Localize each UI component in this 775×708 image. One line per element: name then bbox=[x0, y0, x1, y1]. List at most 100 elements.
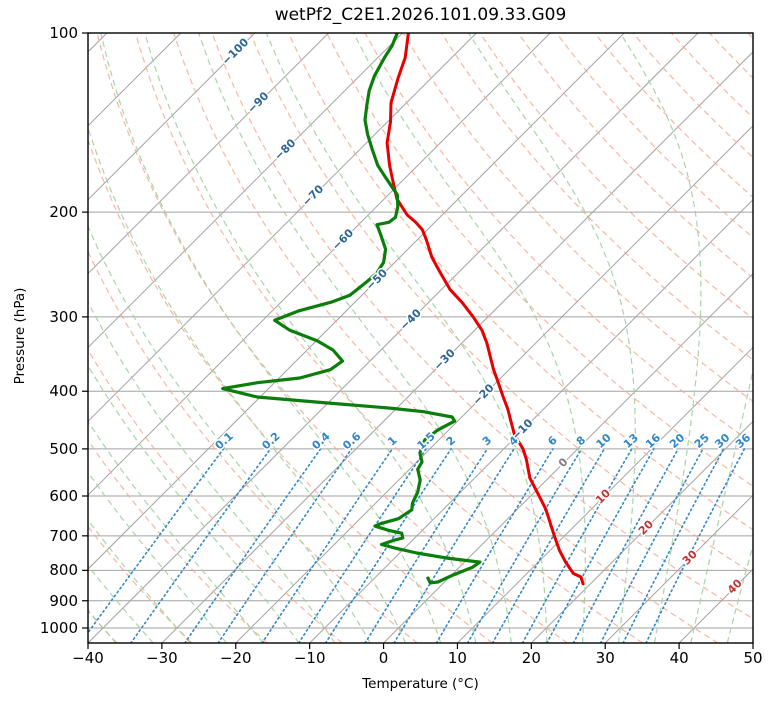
temperature-tick-label: 0 bbox=[378, 649, 389, 667]
sounding-profiles bbox=[221, 33, 585, 586]
moist-adiabat bbox=[88, 225, 371, 643]
moist-adiabat bbox=[690, 367, 753, 643]
moist-adiabat bbox=[352, 33, 586, 643]
dry-adiabat-lines bbox=[88, 33, 753, 643]
dry-adiabat bbox=[287, 33, 753, 531]
temperature-tick-label: −40 bbox=[72, 649, 104, 667]
mixing-ratio-line bbox=[599, 448, 704, 643]
mixing-ratio-line bbox=[364, 448, 489, 643]
temperature-line bbox=[385, 33, 585, 586]
dry-adiabat bbox=[555, 33, 753, 239]
moist-adiabat bbox=[198, 33, 512, 643]
moist-adiabat-lines bbox=[88, 33, 753, 643]
mixing-ratio-line bbox=[261, 448, 394, 643]
mixing-ratio-label: 30 bbox=[712, 431, 732, 451]
temperature-tick-label: 20 bbox=[521, 649, 541, 667]
temperature-tick-label: 50 bbox=[743, 649, 763, 667]
pressure-tick-label: 800 bbox=[49, 561, 78, 580]
dry-adiabat bbox=[96, 33, 568, 643]
moist-adiabat bbox=[88, 420, 264, 643]
axes-frame-and-ticks bbox=[82, 32, 754, 649]
mixing-ratio-label: 3 bbox=[480, 434, 494, 449]
dry-adiabat bbox=[441, 33, 753, 361]
x-axis-label: Temperature (°C) bbox=[362, 676, 479, 692]
pressure-tick-label: 100 bbox=[49, 24, 78, 42]
isotherm-line bbox=[88, 33, 625, 570]
moist-adiabat bbox=[88, 364, 300, 643]
pressure-tick-label: 300 bbox=[49, 307, 78, 326]
dry-adiabat bbox=[173, 33, 719, 643]
moist-adiabat bbox=[88, 471, 228, 643]
mixing-ratio-line bbox=[435, 448, 554, 643]
moist-adiabat bbox=[726, 543, 753, 643]
mixing-ratio-line bbox=[88, 448, 225, 634]
dewpoint-line bbox=[221, 33, 482, 585]
mixing-ratio-line bbox=[130, 448, 272, 643]
mixing-ratio-line bbox=[324, 448, 452, 643]
mixing-ratio-line bbox=[645, 448, 746, 643]
dry-adiabat bbox=[402, 33, 753, 403]
moist-adiabat bbox=[468, 33, 636, 643]
isotherm-line bbox=[88, 33, 551, 496]
dry-adiabat bbox=[594, 33, 753, 199]
mixing-ratio-label: 2 bbox=[444, 434, 458, 449]
mixing-ratio-line bbox=[572, 448, 679, 643]
mixing-ratio-label: 10 bbox=[594, 431, 614, 451]
mixing-ratio-line bbox=[184, 448, 322, 643]
isotherm-line bbox=[88, 33, 699, 643]
pressure-tick-label: 900 bbox=[49, 591, 78, 610]
moist-adiabat bbox=[88, 125, 407, 643]
moist-adiabat bbox=[144, 33, 477, 643]
mixing-ratio-label: 16 bbox=[643, 431, 663, 451]
isotherm-line bbox=[604, 494, 753, 643]
temperature-tick-label: 30 bbox=[595, 649, 615, 667]
pressure-tick-label: 400 bbox=[49, 382, 78, 401]
moist-adiabat bbox=[88, 519, 191, 643]
mixing-ratio-label: 25 bbox=[692, 431, 712, 451]
isotherm-line bbox=[88, 33, 477, 423]
isotherm-line bbox=[309, 198, 753, 643]
isotherm-line bbox=[457, 346, 753, 643]
dry-adiabat bbox=[134, 33, 644, 643]
temperature-tick-label: −10 bbox=[293, 649, 326, 667]
dry-adiabat bbox=[88, 250, 418, 643]
temperature-tick-label: 40 bbox=[669, 649, 689, 667]
isotherm-line bbox=[88, 33, 256, 201]
dry-adiabat bbox=[88, 138, 493, 643]
isotherm-line bbox=[88, 33, 329, 275]
dry-adiabat bbox=[364, 33, 753, 445]
mixing-ratio-line bbox=[217, 448, 353, 643]
inline-line-labels: −100−90−80−70−60−50−40−30−20−10010203040… bbox=[211, 34, 753, 598]
mixing-ratio-line bbox=[491, 448, 606, 643]
isotherm-line bbox=[383, 272, 753, 643]
temperature-tick-label: −20 bbox=[219, 649, 252, 667]
isotherm-line bbox=[752, 642, 753, 643]
dry-adiabat bbox=[326, 33, 753, 487]
isotherm-line bbox=[530, 420, 753, 643]
isotherm-line bbox=[235, 125, 753, 643]
dry-adiabat bbox=[632, 33, 753, 159]
y-axis-label: Pressure (hPa) bbox=[12, 287, 28, 385]
chart-title: wetPf2_C2E1.2026.101.09.33.G09 bbox=[274, 5, 567, 25]
moist-adiabat bbox=[619, 33, 702, 643]
mixing-ratio-line bbox=[466, 448, 583, 643]
mixing-ratio-label: 1 bbox=[385, 434, 399, 449]
pressure-tick-label: 700 bbox=[49, 526, 78, 545]
mixing-ratio-label: 20 bbox=[667, 431, 687, 451]
moist-adiabat bbox=[88, 564, 154, 643]
isotherm-lines bbox=[88, 33, 753, 643]
dry-adiabat bbox=[88, 439, 268, 643]
mixing-ratio-line bbox=[521, 448, 633, 643]
temperature-tick-label: 10 bbox=[447, 649, 467, 667]
plot-border bbox=[87, 32, 754, 644]
pressure-tick-label: 200 bbox=[49, 203, 78, 222]
pressure-gridlines bbox=[88, 33, 753, 629]
mixing-ratio-line bbox=[622, 448, 725, 643]
pressure-tick-label: 500 bbox=[49, 439, 78, 458]
mixing-ratio-line bbox=[393, 448, 515, 643]
dry-adiabat bbox=[517, 33, 753, 279]
isotherm-line bbox=[161, 51, 753, 643]
pressure-tick-label: 600 bbox=[49, 487, 78, 505]
